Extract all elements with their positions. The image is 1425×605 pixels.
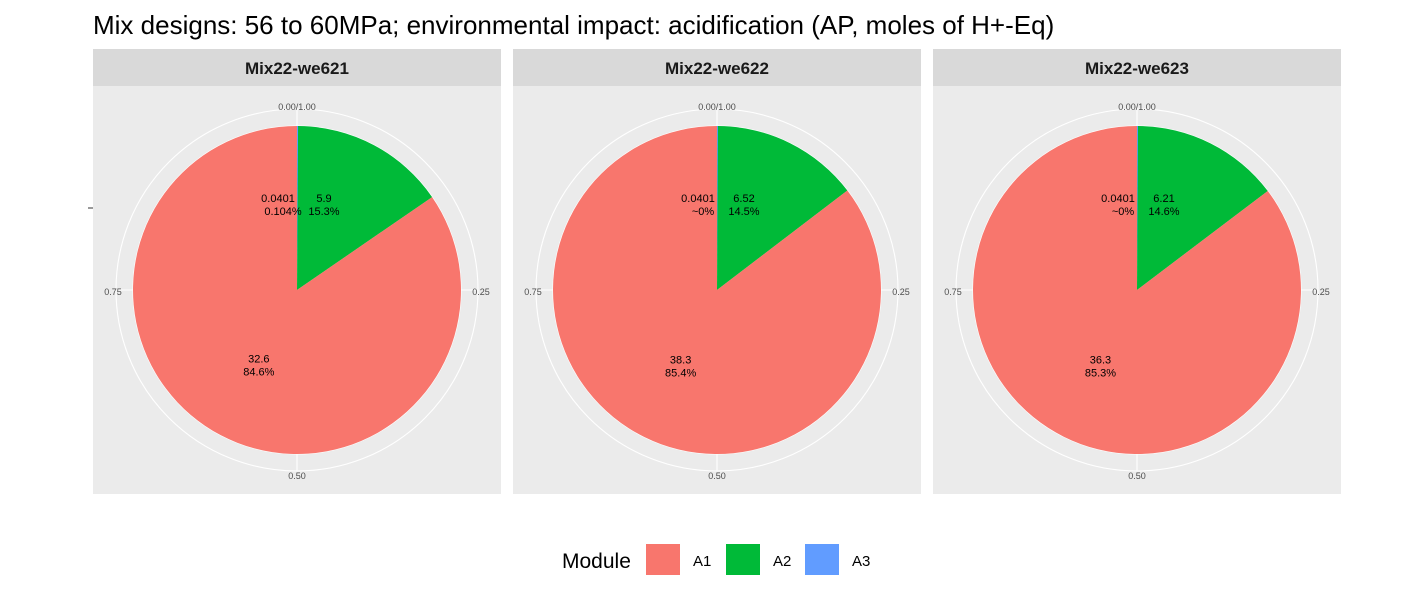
angle-tick-label: 0.50 [708, 471, 726, 481]
slice-value-label: 38.3 [670, 354, 691, 366]
facet-strip-label: Mix22-we622 [665, 59, 769, 78]
legend-key-a2 [726, 544, 760, 575]
legend-key-a3 [805, 544, 839, 575]
slice-value-label: 6.21 [1153, 193, 1174, 205]
slice-value-label: 36.3 [1090, 354, 1111, 366]
slice-pct-label: 85.4% [665, 367, 696, 379]
legend: Module A1 A2 A3 [562, 544, 870, 575]
pie-slice-a2 [1137, 126, 1268, 291]
slice-pct-label: 85.3% [1085, 367, 1116, 379]
facet-strip-label: Mix22-we623 [1085, 59, 1189, 78]
facet-strip-label: Mix22-we621 [245, 59, 349, 78]
legend-label: A3 [852, 553, 870, 570]
angle-tick-label: 0.75 [944, 287, 962, 297]
slice-value-label: 0.0401 [261, 193, 295, 205]
slice-pct-label: 14.6% [1148, 206, 1179, 218]
angle-tick-label: 0.75 [524, 287, 542, 297]
slice-value-label: 32.6 [248, 354, 269, 366]
angle-tick-label: 0.75 [104, 287, 122, 297]
pie-slice-a1 [133, 126, 462, 454]
facet-panel-mix22-we623: Mix22-we623 0.00/1.00 0.25 0.50 0.75 0.0401~0… [933, 49, 1341, 494]
angle-tick-label: 0.00/1.00 [1118, 102, 1156, 112]
facet-strip [513, 49, 921, 86]
legend-key-a1 [646, 544, 680, 575]
slice-pct-label: 0.104% [264, 206, 302, 218]
slice-pct-label: ~0% [1112, 206, 1135, 218]
angle-tick-label: 0.25 [892, 287, 910, 297]
legend-title: Module [562, 550, 631, 573]
facet-strip [93, 49, 501, 86]
slice-value-label: 6.52 [733, 193, 754, 205]
pie-slice-a2 [297, 126, 433, 290]
slice-value-label: 0.0401 [1101, 193, 1135, 205]
slice-pct-label: ~0% [692, 206, 715, 218]
slice-pct-label: 15.3% [308, 206, 339, 218]
legend-label: A1 [693, 553, 711, 570]
slice-pct-label: 14.5% [728, 206, 759, 218]
facet-panel-mix22-we621: Mix22-we621 0.00/1.00 0.25 0.50 0.75 0.04010.… [93, 49, 501, 494]
facet-panel-mix22-we622: Mix22-we622 0.00/1.00 0.25 0.50 0.75 0.0401~0… [513, 49, 921, 494]
pie-slice-a2 [717, 126, 848, 290]
slice-pct-label: 84.6% [243, 367, 274, 379]
legend-label: A2 [773, 553, 791, 570]
facet-strip [933, 49, 1341, 86]
angle-tick-label: 0.00/1.00 [278, 102, 316, 112]
angle-tick-label: 0.50 [1128, 471, 1146, 481]
angle-tick-label: 0.50 [288, 471, 306, 481]
pie-slice-a1 [552, 126, 881, 454]
angle-tick-label: 0.25 [1312, 287, 1330, 297]
angle-tick-label: 0.00/1.00 [698, 102, 736, 112]
slice-value-label: 5.9 [316, 193, 331, 205]
angle-tick-label: 0.25 [472, 287, 490, 297]
chart-title: Mix designs: 56 to 60MPa; environmental … [93, 10, 1054, 40]
slice-value-label: 0.0401 [681, 193, 715, 205]
pie-slice-a1 [972, 126, 1301, 454]
